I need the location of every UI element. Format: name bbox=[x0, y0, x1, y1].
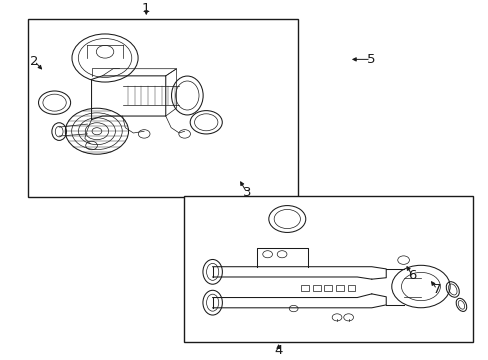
Text: 1: 1 bbox=[142, 2, 150, 15]
Text: 7: 7 bbox=[432, 283, 440, 296]
Bar bbox=[28, 19, 297, 197]
Bar bbox=[183, 195, 472, 342]
Text: 5: 5 bbox=[366, 53, 374, 66]
Bar bbox=[335, 284, 343, 291]
Bar bbox=[324, 284, 331, 291]
Bar bbox=[312, 284, 320, 291]
Bar bbox=[301, 284, 308, 291]
Text: 2: 2 bbox=[30, 55, 39, 68]
Text: 3: 3 bbox=[242, 186, 251, 199]
Text: 6: 6 bbox=[407, 269, 416, 282]
Text: 4: 4 bbox=[274, 344, 282, 357]
Bar bbox=[347, 284, 355, 291]
